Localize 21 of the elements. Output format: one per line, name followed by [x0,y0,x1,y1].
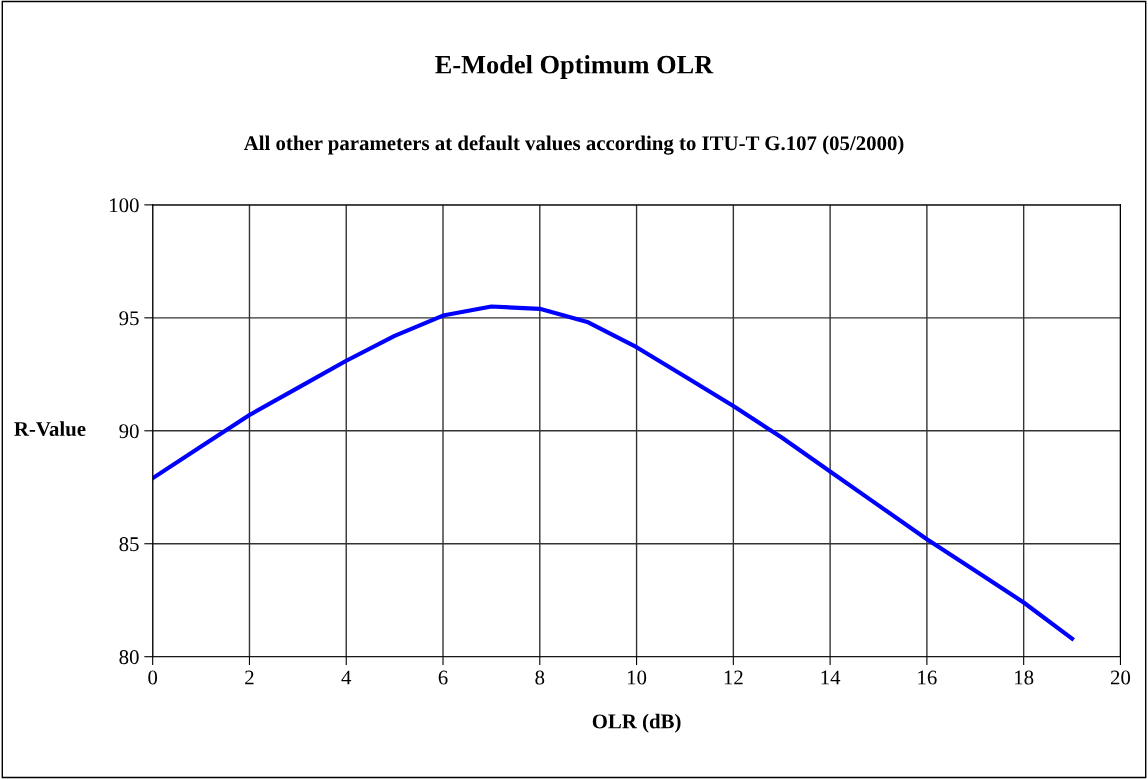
y-tick-label: 90 [119,424,139,439]
x-tick-label: 16 [918,670,937,685]
y-tick-label: 85 [119,537,139,552]
x-tick-label: 0 [148,670,158,685]
x-tick-label: 12 [724,670,743,685]
x-tick-label: 18 [1015,670,1034,685]
y-tick-label: 100 [110,198,139,213]
line-series [152,304,1075,641]
y-tick-label: 95 [119,311,139,326]
chart-title: E-Model Optimum OLR [435,55,714,79]
x-axis-title: OLR (dB) [592,713,681,733]
x-tick-label: 2 [245,670,254,685]
y-axis-title: R-Value [14,421,86,437]
x-tick-label: 14 [821,670,841,685]
x-tick-label: 8 [535,670,545,685]
x-tick-label: 20 [1110,670,1131,685]
x-tick-label: 6 [438,670,448,685]
chart-subtitle: All other parameters at default values according to ITU-T G.107 (05/2000) [243,135,904,155]
x-tick-label: 4 [341,670,352,685]
x-tick-label: 10 [627,670,647,685]
y-tick-label: 80 [119,650,139,665]
